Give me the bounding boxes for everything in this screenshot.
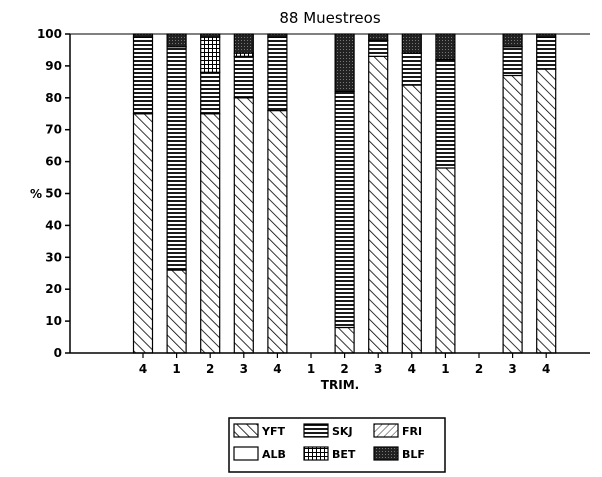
bar-segment-skj (335, 91, 354, 327)
bars-group (134, 34, 556, 353)
y-tick-label: 30 (45, 250, 62, 264)
bar-segment-yft (201, 114, 220, 353)
legend-swatch-alb (234, 447, 258, 460)
bar-segment-yft (402, 85, 421, 353)
bar-segment-skj (436, 60, 455, 168)
x-tick-label: 4 (542, 362, 550, 376)
bar-segment-blf (167, 34, 186, 47)
bar-segment-yft (134, 114, 153, 353)
bar-segment-skj (234, 56, 253, 97)
y-axis-label: % (30, 187, 42, 201)
bar-segment-bet (201, 37, 220, 72)
y-tick-label: 50 (45, 187, 62, 201)
x-tick-label: 1 (172, 362, 180, 376)
legend-swatch-yft (234, 424, 258, 437)
x-tick-label: 2 (206, 362, 214, 376)
bar-segment-yft (234, 98, 253, 353)
bar-segment-yft (268, 111, 287, 353)
y-tick-label: 90 (45, 59, 62, 73)
bar-segment-yft (537, 69, 556, 353)
x-axis: 4 1 2 3 4 1 2 3 4 1 2 3 4 (70, 353, 590, 376)
bar-segment-skj (537, 37, 556, 69)
y-tick-label: 60 (45, 155, 62, 169)
x-tick-label: 1 (441, 362, 449, 376)
bar-segment-yft (503, 75, 522, 353)
y-tick-label: 70 (45, 123, 62, 137)
legend-label-yft: YFT (261, 425, 285, 438)
x-tick-label: 3 (374, 362, 382, 376)
x-tick-label: 4 (273, 362, 281, 376)
legend-label-blf: BLF (402, 448, 425, 461)
x-tick-label: 3 (240, 362, 248, 376)
bar-segment-blf (402, 34, 421, 53)
bar-segment-blf (369, 34, 388, 40)
bar-segment-skj (201, 72, 220, 113)
y-tick-label: 80 (45, 91, 62, 105)
bar-segment-yft (335, 327, 354, 353)
bar-segment-blf (234, 34, 253, 53)
bar-segment-yft (436, 168, 455, 353)
legend-swatch-blf (374, 447, 398, 460)
legend-label-fri: FRI (402, 425, 422, 438)
legend-swatch-fri (374, 424, 398, 437)
bar-segment-yft (167, 270, 186, 353)
x-tick-label: 2 (475, 362, 483, 376)
bar-segment-blf (537, 34, 556, 37)
bar-segment-yft (369, 56, 388, 353)
bar-segment-blf (436, 34, 455, 60)
legend: YFT SKJ FRI ALB BET BLF (229, 418, 445, 472)
y-tick-label: 20 (45, 282, 62, 296)
bar-segment-skj (268, 37, 287, 110)
bar-segment-skj (369, 40, 388, 56)
x-tick-label: 4 (139, 362, 147, 376)
bar-segment-skj (167, 47, 186, 270)
x-axis-label: TRIM. (321, 378, 359, 392)
legend-label-alb: ALB (262, 448, 286, 461)
bar-segment-blf (134, 34, 153, 37)
x-tick-label: 2 (340, 362, 348, 376)
bar-segment-skj (402, 53, 421, 85)
bar-segment-skj (503, 47, 522, 76)
y-tick-label: 10 (45, 314, 62, 328)
legend-label-skj: SKJ (332, 425, 353, 438)
bar-segment-blf (503, 34, 522, 47)
x-tick-label: 4 (408, 362, 416, 376)
chart-title: 88 Muestreos (279, 9, 380, 27)
bar-segment-blf (201, 34, 220, 37)
legend-label-bet: BET (332, 448, 356, 461)
legend-swatch-bet (304, 447, 328, 460)
bar-segment-blf (268, 34, 287, 37)
bar-segment-skj (134, 37, 153, 114)
y-tick-label: 40 (45, 218, 62, 232)
legend-swatch-skj (304, 424, 328, 437)
x-tick-label: 1 (307, 362, 315, 376)
y-tick-label: 100 (37, 27, 62, 41)
bar-segment-blf (335, 34, 354, 91)
y-tick-label: 0 (54, 346, 62, 360)
x-tick-label: 3 (508, 362, 516, 376)
